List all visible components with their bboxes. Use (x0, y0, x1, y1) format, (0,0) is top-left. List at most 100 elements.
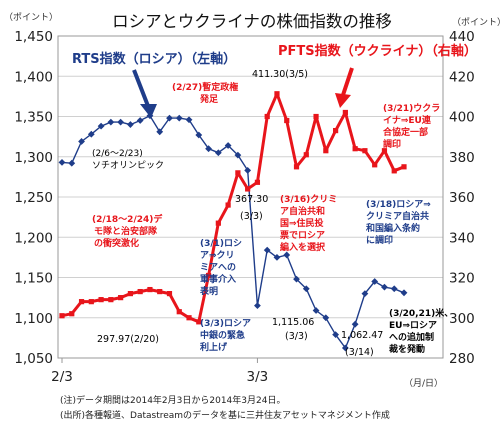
rts-point (224, 142, 232, 149)
annotation-military-1: (3/1)ロシ (200, 238, 242, 249)
rts-point (127, 121, 134, 128)
left-tick-label: 1,350 (14, 110, 53, 126)
pfts-point (274, 91, 280, 97)
rts-point (136, 117, 144, 124)
annotation-military-5: 表明 (199, 285, 218, 297)
pfts-point (362, 148, 368, 154)
pfts-point (293, 164, 300, 170)
annotation-referendum-1: (3/16)クリミ (280, 194, 337, 205)
annotation-rts-mar3-value: 1,115.06 (272, 317, 314, 328)
annotation-annex-3: 和国編入条約 (365, 222, 420, 234)
left-tick-label: 1,300 (14, 150, 53, 166)
left-axis-unit: （ポイント） (4, 12, 58, 23)
left-tick-label: 1,150 (14, 271, 53, 287)
rts-point (361, 290, 369, 297)
right-tick-label: 280 (449, 351, 475, 367)
left-axis-ticks: 1,050 1,100 1,150 1,200 1,250 1,300 1,350 1,400… (14, 29, 53, 367)
right-axis-unit: （ポイント） (452, 17, 504, 28)
left-tick-label: 1,250 (14, 190, 53, 206)
pfts-point (323, 148, 329, 154)
pfts-point (186, 315, 192, 321)
rts-arrow-line (132, 69, 150, 107)
right-tick-label: 340 (449, 230, 475, 246)
rts-point (312, 307, 320, 314)
rts-point (293, 275, 300, 283)
rts-point (322, 314, 330, 322)
annotation-sanctions-3: への追加制 (389, 331, 434, 343)
rts-point (263, 246, 271, 254)
footnote-source: (出所)各種報道、Datastreamのデータを基に三井住友アセットマネジメント… (60, 409, 390, 421)
pfts-point (264, 113, 270, 120)
rts-point (341, 344, 349, 352)
annotation-rts-mar3-date: (3/3) (285, 331, 308, 342)
annotation-annex-2: クリミア自治共 (366, 210, 429, 222)
grid-layer (58, 75, 443, 319)
annotation-referendum-4: 票でロシア (280, 229, 325, 241)
pfts-point (196, 319, 202, 325)
annotation-eu-2: イナ⇒EU連 (383, 114, 432, 126)
right-tick-label: 300 (449, 311, 475, 327)
annotation-eu-4: 調印 (383, 138, 401, 150)
annotation-pfts-mar3-date: (3/3) (240, 211, 263, 222)
rts-point (87, 130, 95, 138)
rts-point (107, 118, 115, 126)
rts-point (117, 118, 125, 126)
annotation-eu-1: (3/21)ウクラ (383, 103, 440, 114)
x-tick-label: 3/3 (247, 369, 269, 385)
pfts-point (147, 286, 153, 293)
right-tick-label: 400 (449, 110, 475, 126)
rts-point (351, 320, 359, 328)
pfts-point (108, 297, 114, 303)
rts-point (273, 253, 281, 261)
pfts-point (245, 186, 251, 192)
pfts-point (176, 309, 182, 315)
pfts-point (391, 168, 397, 174)
right-tick-label: 440 (449, 29, 475, 45)
rts-point (78, 138, 85, 145)
right-axis-ticks: 280 300 320 340 360 380 400 420 440 (449, 29, 475, 367)
annotation-military-3: ミアへの (200, 262, 236, 273)
pfts-point (381, 148, 388, 154)
arrows-layer (132, 67, 354, 118)
rts-point (381, 283, 388, 291)
pfts-point (157, 288, 163, 295)
pfts-point (313, 113, 319, 120)
x-axis-unit: （月/日） (404, 378, 443, 389)
annotation-rts-low-date: (3/14) (345, 347, 374, 358)
plot-frame (57, 35, 444, 359)
left-tick-label: 1,100 (14, 311, 53, 327)
pfts-point (166, 291, 173, 297)
rts-point (68, 159, 76, 167)
pfts-point (333, 127, 339, 134)
annotation-sochi-2: ソチオリンピック (92, 160, 164, 171)
right-tick-label: 360 (449, 190, 475, 206)
rts-point (332, 331, 339, 339)
annotation-protest-3: の衝突激化 (94, 237, 139, 249)
annotation-sanctions-2: EU⇒ロシア (389, 320, 437, 331)
rts-point (214, 149, 222, 157)
pfts-point (284, 117, 290, 124)
pfts-point (78, 299, 85, 305)
annotation-pfts-peak: 411.30(3/5) (252, 69, 308, 80)
footnote-data-period: (注)データ期間は2014年2月3日から2014年3月24日。 (60, 394, 285, 406)
rts-point (205, 145, 212, 153)
rts-point (302, 285, 310, 293)
annotation-military-2: ア⇒クリ (200, 250, 235, 261)
pfts-point (59, 313, 65, 319)
annotation-pfts-low: 297.97(2/20) (97, 334, 159, 345)
right-tick-label: 380 (449, 150, 475, 166)
pfts-point (235, 170, 241, 176)
annotation-eu-3: 合協定一部 (383, 126, 428, 138)
annotation-interim-gov-2: 発足 (199, 93, 219, 105)
annotation-referendum-2: ア自治共和 (280, 205, 325, 217)
pfts-point (69, 311, 75, 317)
annotation-rate-hike-1: (3/3)ロシア (200, 318, 251, 329)
annotation-annex-1: (3/18)ロシア⇒ (366, 199, 431, 210)
annotation-annex-4: に調印 (366, 234, 393, 246)
x-tick-label: 2/3 (51, 369, 73, 385)
annotation-rate-hike-3: 利上げ (199, 341, 228, 353)
pfts-point (254, 179, 261, 185)
